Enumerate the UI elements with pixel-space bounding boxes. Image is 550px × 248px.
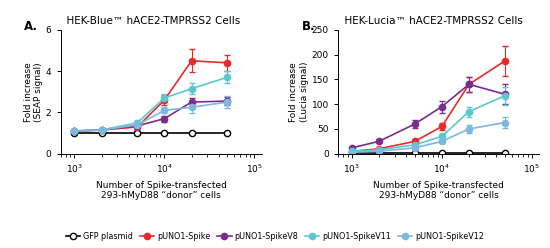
Text: A.: A. [24, 20, 38, 33]
Y-axis label: Fold increase
(SEAP signal): Fold increase (SEAP signal) [24, 62, 43, 122]
X-axis label: Number of Spike-transfected
293-hMyD88 “donor” cells: Number of Spike-transfected 293-hMyD88 “… [96, 181, 227, 200]
X-axis label: Number of Spike-transfected
293-hMyD88 “donor” cells: Number of Spike-transfected 293-hMyD88 “… [373, 181, 504, 200]
Text: B.: B. [302, 20, 315, 33]
Text: HEK-Blue™ hACE2-TMPRSS2 Cells: HEK-Blue™ hACE2-TMPRSS2 Cells [60, 16, 241, 26]
Text: HEK-Lucia™ hACE2-TMPRSS2 Cells: HEK-Lucia™ hACE2-TMPRSS2 Cells [338, 16, 523, 26]
Y-axis label: Fold increase
(Lucia signal): Fold increase (Lucia signal) [289, 62, 309, 122]
Legend: GFP plasmid, pUNO1-Spike, pUNO1-SpikeV8, pUNO1-SpikeV11, pUNO1-SpikeV12: GFP plasmid, pUNO1-Spike, pUNO1-SpikeV8,… [62, 228, 488, 244]
